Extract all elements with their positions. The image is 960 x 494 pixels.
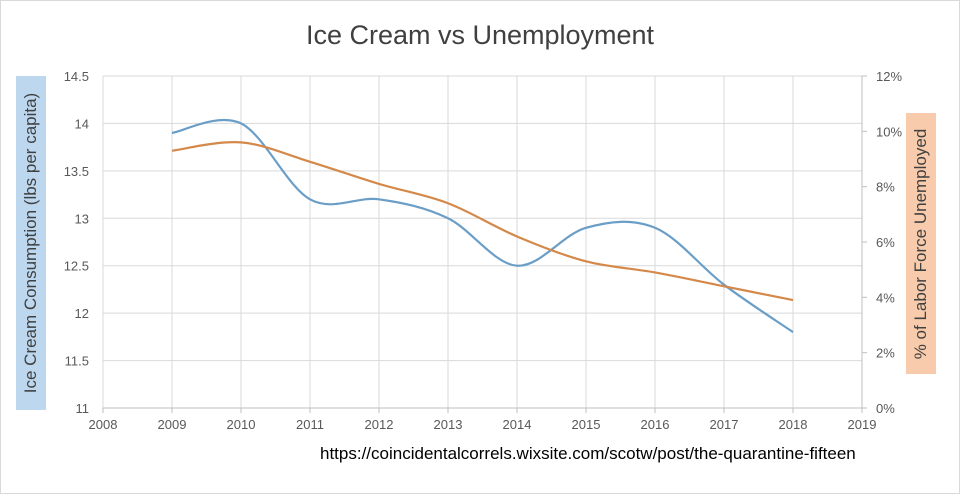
x-tick-label: 2015 bbox=[572, 417, 601, 432]
y-right-tick-label: 10% bbox=[876, 124, 902, 139]
y-left-tick-label: 13 bbox=[75, 211, 89, 226]
y-right-tick-label: 12% bbox=[876, 69, 902, 84]
x-tick-label: 2012 bbox=[365, 417, 394, 432]
x-tick-label: 2017 bbox=[710, 417, 739, 432]
x-tick-label: 2014 bbox=[503, 417, 532, 432]
y-left-tick-label: 11 bbox=[76, 401, 90, 416]
y-left-tick-label: 11.5 bbox=[65, 354, 89, 369]
x-tick-label: 2019 bbox=[848, 417, 877, 432]
source-url: https://coincidentalcorrels.wixsite.com/… bbox=[320, 444, 856, 463]
y-right-tick-label: 8% bbox=[876, 180, 895, 195]
y-left-tick-label: 12 bbox=[75, 306, 89, 321]
x-tick-label: 2018 bbox=[779, 417, 808, 432]
x-tick-label: 2013 bbox=[434, 417, 463, 432]
x-tick-label: 2010 bbox=[227, 417, 256, 432]
y-left-tick-label: 12.5 bbox=[64, 259, 89, 274]
y-left-tick-label: 14.5 bbox=[64, 69, 89, 84]
x-tick-label: 2011 bbox=[296, 417, 324, 432]
y-right-tick-label: 0% bbox=[876, 401, 895, 416]
series-line-1 bbox=[171, 118, 794, 334]
chart-title: Ice Cream vs Unemployment bbox=[305, 20, 655, 50]
y-left-tick-label: 13.5 bbox=[64, 164, 89, 179]
y-axis-left-label: Ice Cream Consumption (lbs per capita) bbox=[16, 76, 46, 410]
series-line-2 bbox=[171, 141, 794, 302]
y-right-tick-label: 2% bbox=[876, 346, 895, 361]
x-tick-label: 2009 bbox=[158, 417, 187, 432]
x-tick-label: 2016 bbox=[641, 417, 670, 432]
y-axis-right-label: % of Labor Force Unemployed bbox=[906, 113, 936, 374]
x-tick-label: 2008 bbox=[89, 417, 118, 432]
y-right-tick-label: 6% bbox=[876, 235, 895, 250]
y-left-tick-label: 14 bbox=[75, 116, 89, 131]
y-right-tick-label: 4% bbox=[876, 290, 895, 305]
